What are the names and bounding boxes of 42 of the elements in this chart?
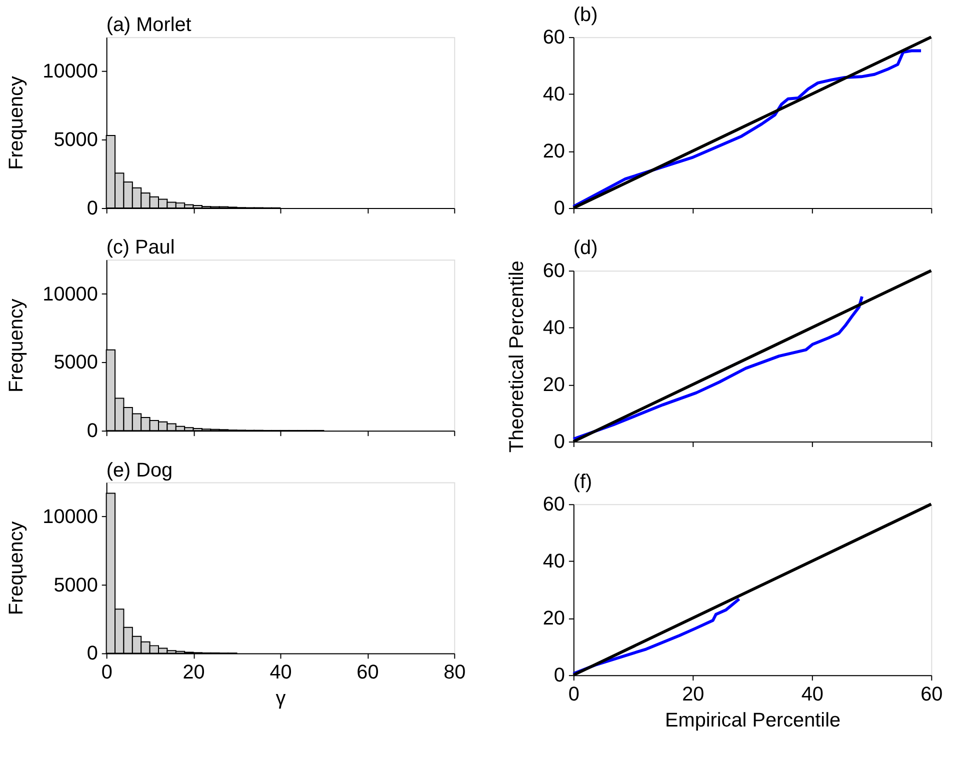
chart-title: (d): [573, 236, 598, 259]
x-tick-label: 40: [270, 662, 292, 684]
x-axis-title: Empirical Percentile: [665, 709, 841, 732]
y-axis-title: Theoretical Percentile: [506, 260, 528, 453]
x-tick-label: 60: [356, 662, 379, 684]
y-tick-label: 0: [86, 642, 98, 665]
y-tick-label: 0: [86, 420, 98, 442]
x-tick-label: 80: [444, 662, 466, 684]
y-tick-label: 5000: [54, 129, 98, 152]
line-series: [572, 295, 864, 440]
y-tick-label: 60: [542, 494, 565, 516]
y-tick-label: 10000: [42, 283, 98, 306]
x-tick-label: 20: [182, 662, 205, 684]
y-axis-title: Frequency: [6, 76, 28, 170]
x-tick-label: 0: [101, 662, 112, 684]
y-tick-label: 20: [542, 140, 565, 162]
y-tick-label: 40: [542, 317, 565, 340]
chart-title: (c) Paul: [106, 236, 175, 259]
chart-title: (f): [573, 471, 592, 494]
x-axis-title: γ: [276, 687, 286, 710]
y-tick-label: 0: [86, 197, 98, 220]
y-tick-label: 40: [542, 550, 565, 573]
x-tick-label: 40: [801, 683, 824, 706]
y-tick-label: 0: [554, 430, 565, 453]
y-tick-label: 60: [542, 260, 565, 282]
y-tick-label: 40: [542, 84, 565, 106]
y-tick-label: 5000: [54, 574, 98, 596]
x-tick-label: 60: [920, 683, 943, 706]
x-tick-label: 20: [682, 683, 704, 706]
chart-title: (b): [573, 4, 598, 26]
y-tick-label: 5000: [54, 352, 98, 374]
y-tick-label: 60: [542, 26, 565, 49]
y-tick-label: 0: [554, 197, 565, 220]
chart-title: (e) Dog: [106, 459, 173, 482]
y-tick-label: 10000: [42, 60, 98, 83]
y-tick-label: 20: [542, 374, 565, 396]
y-axis-title: Frequency: [6, 521, 28, 616]
y-tick-label: 10000: [42, 506, 98, 528]
y-axis-title: Frequency: [6, 298, 28, 393]
y-tick-label: 20: [542, 608, 565, 630]
x-tick-label: 0: [568, 683, 580, 706]
chart-title: (a) Morlet: [106, 14, 192, 36]
